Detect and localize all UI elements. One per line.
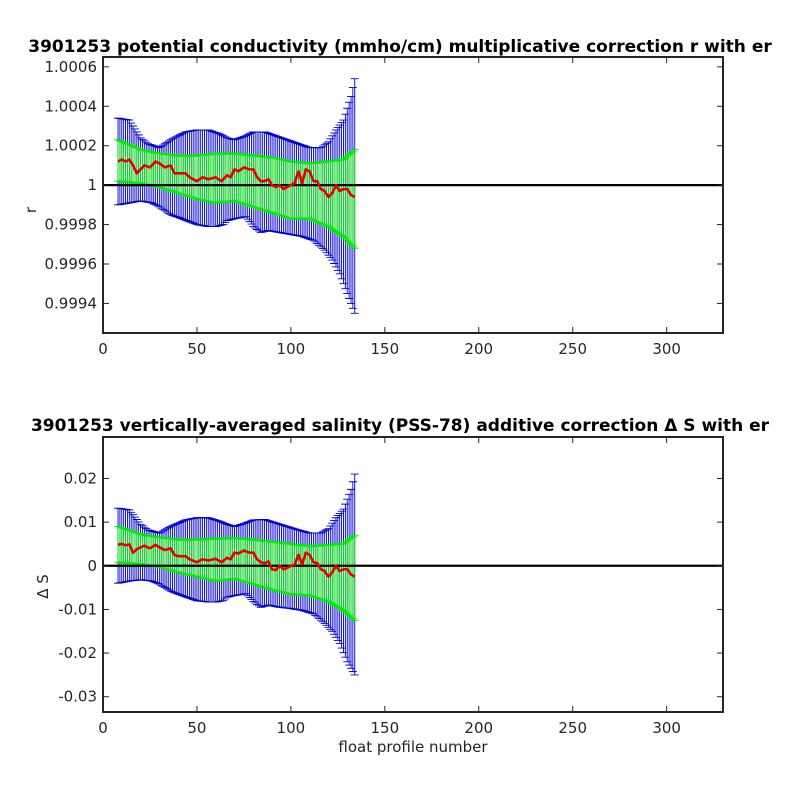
y-tick-label: -0.02 [58,644,97,662]
y-tick-label: 1.0006 [45,58,98,76]
y-axis-label: Δ S [34,574,52,599]
y-tick-label: 0.9996 [45,255,98,273]
salinity-correction-panel: 0 50 100 150 200 250 300 -0.03 -0.02 -0.01 0 0.01 0.… [31,416,770,756]
y-tick-label: -0.01 [58,600,97,618]
x-tick-label: 200 [464,719,493,737]
chart-title: 3901253 potential conductivity (mmho/cm)… [28,37,772,57]
y-axis-label: r [22,206,40,213]
x-tick-label: 150 [370,719,399,737]
y-tick-label: 0.9998 [45,216,98,234]
x-tick-label: 300 [652,340,681,358]
conductivity-correction-panel: 0 50 100 150 200 250 300 0.9994 0.9996 0.9998 1 1.0… [22,37,772,358]
inner-band-lower-line [117,179,356,250]
plot-area [103,57,723,333]
y-tick-label: 1 [87,176,97,194]
axis-ticks: 0 50 100 150 200 250 300 0.9994 0.9996 0.9998 1 1.0… [45,57,723,358]
x-tick-label: 0 [98,719,108,737]
x-axis-label: float profile number [338,738,488,756]
inner-error-bars-bar [350,149,359,249]
axes-frame [102,436,724,713]
y-tick-label: 1.0004 [45,97,98,115]
plot-area [103,437,723,712]
chart-title: 3901253 vertically-averaged salinity (PS… [31,416,770,436]
x-tick-label: 0 [98,340,108,358]
x-tick-label: 300 [652,719,681,737]
correction-line [117,158,356,199]
x-tick-label: 100 [277,340,306,358]
y-tick-label: 0.02 [64,469,97,487]
axes-frame [102,56,724,334]
axis-ticks: 0 50 100 150 200 250 300 -0.03 -0.02 -0.01 0 0.01 0.… [58,437,723,737]
x-tick-label: 50 [187,340,206,358]
y-tick-label: 0 [87,557,97,575]
y-tick-label: 0.01 [64,513,97,531]
inner-error-bars-bar [350,534,359,621]
y-tick-label: -0.03 [58,688,97,706]
x-tick-label: 200 [464,340,493,358]
y-tick-label: 0.9994 [45,294,98,312]
y-tick-label: 1.0002 [45,137,98,155]
correction-line [117,542,356,578]
plot-marks [103,78,723,314]
x-tick-label: 250 [558,340,587,358]
inner-band-upper-line [117,525,356,548]
x-tick-label: 100 [277,719,306,737]
x-tick-label: 50 [187,719,206,737]
inner-band-upper-line [117,138,356,165]
x-tick-label: 150 [370,340,399,358]
plot-marks [103,473,723,676]
x-tick-label: 250 [558,719,587,737]
